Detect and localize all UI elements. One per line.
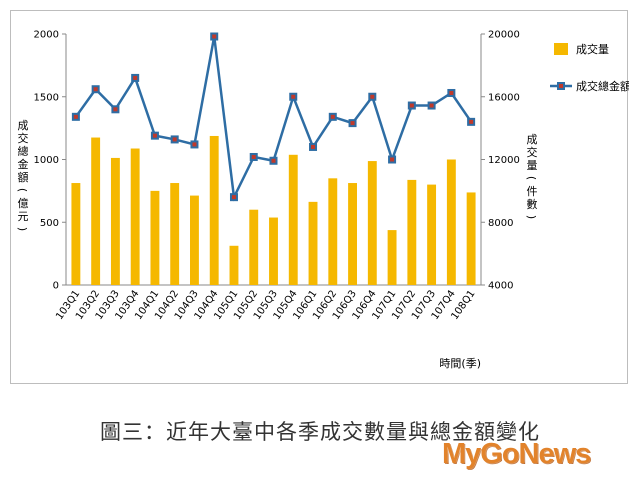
bar	[229, 245, 239, 285]
line-marker-center	[73, 114, 78, 119]
line-marker-center	[330, 114, 335, 119]
y-axis-left-title-char: 成	[18, 119, 29, 132]
y-right-tick-label: 8000	[488, 218, 513, 229]
bar	[269, 217, 278, 285]
y-axis-left-title-char: 交	[18, 131, 29, 145]
y-axis-left-title-char: 金	[18, 157, 29, 171]
figure-caption: 圖三：近年大臺中各季成交數量與總金額變化	[100, 420, 540, 444]
line-marker-center	[113, 107, 118, 112]
y-axis-right-title-char: 成	[527, 133, 538, 146]
bar	[407, 179, 417, 285]
bar	[110, 157, 120, 285]
y-right-tick-label: 16000	[488, 92, 520, 103]
line-marker-center	[370, 94, 375, 99]
line-marker-center	[271, 158, 276, 163]
line-marker-center	[133, 75, 138, 80]
y-left-tick-label: 1500	[34, 92, 59, 103]
legend-label-line: 成交總金額	[576, 79, 629, 93]
y-axis-right-title-char: 件	[527, 185, 538, 198]
y-right-tick-label: 20000	[488, 30, 520, 41]
chart-frame: 0 500 1000 1500 2000 4000 8000 12000 16000 20000 1…	[10, 10, 629, 384]
line-marker-center	[192, 142, 197, 147]
y-axis-right-title-char: )	[525, 215, 538, 219]
y-axis-left-title: 成交總金額 ( 億元)	[16, 119, 29, 231]
y-axis-right-title-char: 量	[527, 159, 538, 172]
bar	[190, 195, 199, 285]
line-marker-center	[390, 157, 395, 162]
y-axis-left-title-char: 總	[18, 144, 29, 158]
bar	[150, 190, 160, 285]
bar	[427, 184, 437, 285]
line-marker-center	[93, 87, 98, 92]
line-marker-center	[311, 144, 316, 149]
y-axis-right-title-char: 交	[527, 145, 538, 159]
bar	[446, 159, 456, 285]
line-marker-center	[251, 154, 256, 159]
line-marker-center	[350, 121, 355, 126]
y-axis-left-title-char: 元	[18, 210, 29, 223]
y-axis-right-title-char: (	[525, 176, 538, 180]
line-marker-center	[172, 137, 177, 142]
y-right-tick-label: 12000	[488, 155, 520, 166]
y-axis-right-title: 成交量 ( 件數)	[525, 133, 538, 219]
legend-label-bar: 成交量	[576, 42, 609, 56]
bar	[71, 183, 81, 285]
line-marker-center	[469, 119, 474, 124]
y-left-tick-label: 0	[53, 281, 59, 292]
bar	[328, 178, 338, 285]
y-left-tick-label: 500	[40, 218, 59, 229]
y-axis-left-title-char: 額	[18, 171, 29, 184]
bar	[466, 192, 476, 285]
bar	[348, 183, 357, 285]
chart-svg: 0500100015002000400080001200016000200001…	[16, 30, 629, 371]
bar	[249, 209, 259, 285]
line-marker-center	[231, 195, 236, 200]
y-axis-right-title-char: 數	[527, 198, 538, 211]
bar	[170, 183, 180, 285]
line-marker-center	[212, 34, 217, 39]
y-axis-left-title-char: )	[16, 227, 29, 231]
legend-swatch-bar	[554, 43, 568, 55]
bar	[308, 201, 318, 285]
bar	[130, 148, 140, 285]
bar	[367, 161, 377, 285]
y-axis-left-title-char: (	[16, 188, 29, 192]
y-axis-left-title-char: 億	[18, 197, 29, 210]
bar	[387, 230, 397, 285]
y-right-tick-label: 4000	[488, 281, 513, 292]
legend-swatch-marker-center	[559, 84, 563, 88]
bar	[288, 154, 298, 285]
line-marker-center	[429, 103, 434, 108]
y-left-tick-label: 1000	[34, 155, 59, 166]
line-marker-center	[152, 133, 157, 138]
y-left-tick-label: 2000	[34, 30, 59, 41]
x-axis-title: 時間(季)	[439, 357, 481, 370]
line-marker-center	[449, 90, 454, 95]
line-marker-center	[291, 94, 296, 99]
bar	[91, 137, 101, 285]
line-marker-center	[409, 103, 414, 108]
watermark-logo: MyGoNews	[442, 438, 591, 470]
bar	[209, 135, 219, 285]
